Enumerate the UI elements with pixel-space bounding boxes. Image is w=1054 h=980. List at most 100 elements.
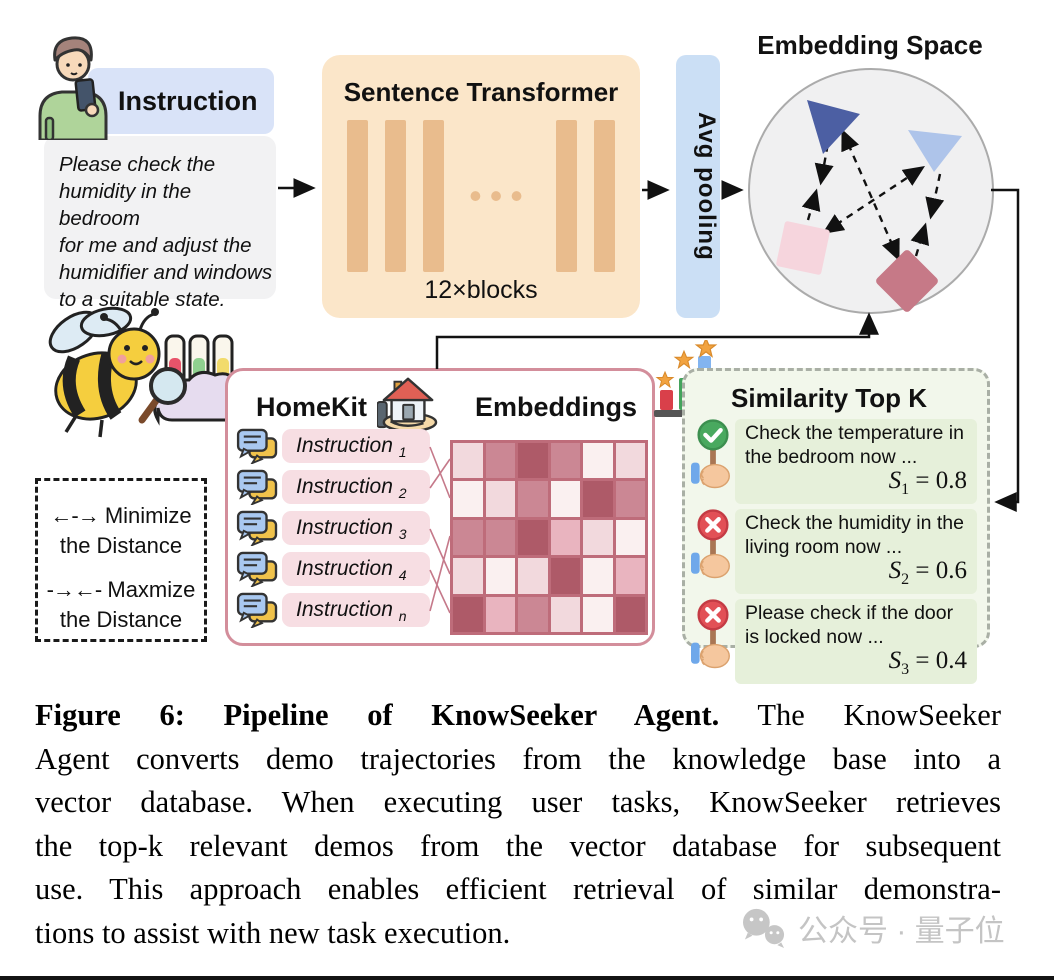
similarity-text: Check the temperature in the bedroom now… <box>735 419 977 504</box>
chat-bubbles-icon <box>236 551 278 587</box>
distance-legend: ←-→ Minimize the Distance -→←- Maxmize t… <box>35 478 207 642</box>
minimize-arrows-icon: ←-→ <box>50 503 99 528</box>
caption-line: the top-k relevant demos from the vector… <box>35 828 1001 863</box>
wechat-icon <box>743 908 785 949</box>
heatmap-cell <box>550 558 580 594</box>
instruction-row: Instruction 2 <box>236 469 430 505</box>
blue-tag-icon <box>691 642 700 664</box>
chat-bubbles-icon <box>236 592 278 628</box>
instruction-list: Instruction 1 Instruction 2 Instruction … <box>236 428 430 628</box>
similarity-item: Check the humidity in the living room no… <box>691 509 977 594</box>
red-diamond-point <box>876 250 938 312</box>
heatmap-cell <box>485 596 515 632</box>
heatmap-cell <box>485 558 515 594</box>
embeddings-heatmap <box>450 440 648 635</box>
cross-paddle-icon <box>691 599 730 669</box>
transformer-bar <box>347 120 368 272</box>
transformer-bar <box>594 120 615 272</box>
heatmap-cell <box>453 481 483 517</box>
heatmap-cell <box>453 596 483 632</box>
caption-line: Figure 6: Pipeline of KnowSeeker Agent. … <box>35 698 1001 732</box>
house-in-hand-icon <box>377 377 438 431</box>
heatmap-cell <box>453 443 483 479</box>
heatmap-cell <box>485 443 515 479</box>
bee-mascot-icon <box>48 306 250 438</box>
embedding-space-plot <box>776 100 962 312</box>
embedding-space-circle <box>748 68 994 314</box>
heatmap-cell <box>615 596 645 632</box>
chat-bubbles-icon <box>236 469 278 505</box>
similarity-score: S3 = 0.4 <box>888 647 967 678</box>
heatmap-cell <box>583 481 613 517</box>
user-person-icon <box>38 36 108 140</box>
transformer-bar <box>423 120 444 272</box>
legend-maximize: -→←- Maxmize the Distance <box>46 577 196 632</box>
magnifier-icon <box>149 367 187 405</box>
pink-square-point <box>776 221 830 275</box>
heatmap-cell <box>550 596 580 632</box>
similarity-score: S1 = 0.8 <box>888 467 967 498</box>
transformer-blocks: ••• <box>322 120 640 272</box>
heatmap-cell <box>518 443 548 479</box>
blue-tag-icon <box>691 552 700 574</box>
heatmap-cell <box>518 519 548 556</box>
heatmap-cell <box>583 519 613 556</box>
embeddings-title: Embeddings <box>475 391 638 422</box>
similarity-text: Check the humidity in the living room no… <box>735 509 977 594</box>
instruction-pill: Instruction 4 <box>282 552 430 586</box>
figure-caption: Figure 6: Pipeline of KnowSeeker Agent. … <box>35 694 1001 955</box>
watermark-text: 公众号 · 量子位 <box>798 915 1005 948</box>
transformer-bar <box>556 120 577 272</box>
avg-pooling-box: Avg pooling <box>676 55 720 318</box>
caption-line: vector database. When executing user tas… <box>35 785 1001 819</box>
heatmap-cell <box>615 519 645 556</box>
cross-paddle-icon <box>691 509 730 579</box>
heatmap-cell <box>453 519 483 556</box>
homekit-header: HomeKit Embeddings <box>256 377 638 431</box>
maximize-arrows-icon: -→←- <box>46 577 103 602</box>
similarity-items: Check the temperature in the bedroom now… <box>691 419 977 684</box>
instruction-pill: Instruction n <box>282 593 430 627</box>
heatmap-cell <box>583 443 613 479</box>
similarity-item: Please check if the door is locked now .… <box>691 599 977 684</box>
homekit-embeddings-panel: HomeKit Embeddings Instruction 1 <box>225 368 655 646</box>
instruction-line: Please check the <box>59 153 216 176</box>
light-blue-triangle-point <box>908 130 962 172</box>
instruction-line: humidifier and windows <box>59 261 273 284</box>
instruction-line: to a suitable state. <box>59 288 226 311</box>
check-paddle-icon <box>691 419 730 489</box>
instruction-pill: Instruction 3 <box>282 511 430 545</box>
sentence-transformer-box: Sentence Transformer ••• 12×blocks <box>322 55 640 318</box>
heatmap-cell <box>485 481 515 517</box>
legend-minimize: ←-→ Minimize the Distance <box>50 503 192 558</box>
caption-line: use. This approach enables efficient ret… <box>35 872 1001 906</box>
instruction-line: for me and adjust the <box>59 234 252 257</box>
instruction-text: Please check the humidity in the bedroom… <box>44 136 276 311</box>
instruction-row: Instruction n <box>236 592 430 628</box>
instruction-header: Instruction <box>88 68 274 134</box>
heatmap-cell <box>615 481 645 517</box>
magnifier-handle <box>138 394 162 424</box>
heatmap-cell <box>550 481 580 517</box>
heatmap-cell <box>453 558 483 594</box>
caption-line: Agent converts demo trajectories from th… <box>35 741 1001 776</box>
dark-blue-triangle-point <box>807 100 860 154</box>
similarity-item: Check the temperature in the bedroom now… <box>691 419 977 504</box>
caption-line: tions to assist with new task execution. <box>35 915 511 950</box>
heatmap-cell <box>518 481 548 517</box>
heatmap-cell <box>485 519 515 556</box>
homekit-title: HomeKit <box>256 391 368 422</box>
chat-bubbles-icon <box>236 510 278 546</box>
instruction-pill: Instruction 2 <box>282 470 430 504</box>
similarity-topk-panel: Similarity Top K Check the temperature i… <box>682 368 990 684</box>
watermark: 公众号 · 量子位 <box>740 906 1005 950</box>
heatmap-cell <box>615 558 645 594</box>
sentence-transformer-title: Sentence Transformer <box>343 77 619 107</box>
chat-bubbles-icon <box>236 428 278 464</box>
heatmap-cell <box>518 558 548 594</box>
instruction-pill: Instruction 1 <box>282 429 430 463</box>
similarity-title: Similarity Top K <box>731 383 927 413</box>
transformer-bar <box>385 120 406 272</box>
similarity-score: S2 = 0.6 <box>888 557 967 588</box>
